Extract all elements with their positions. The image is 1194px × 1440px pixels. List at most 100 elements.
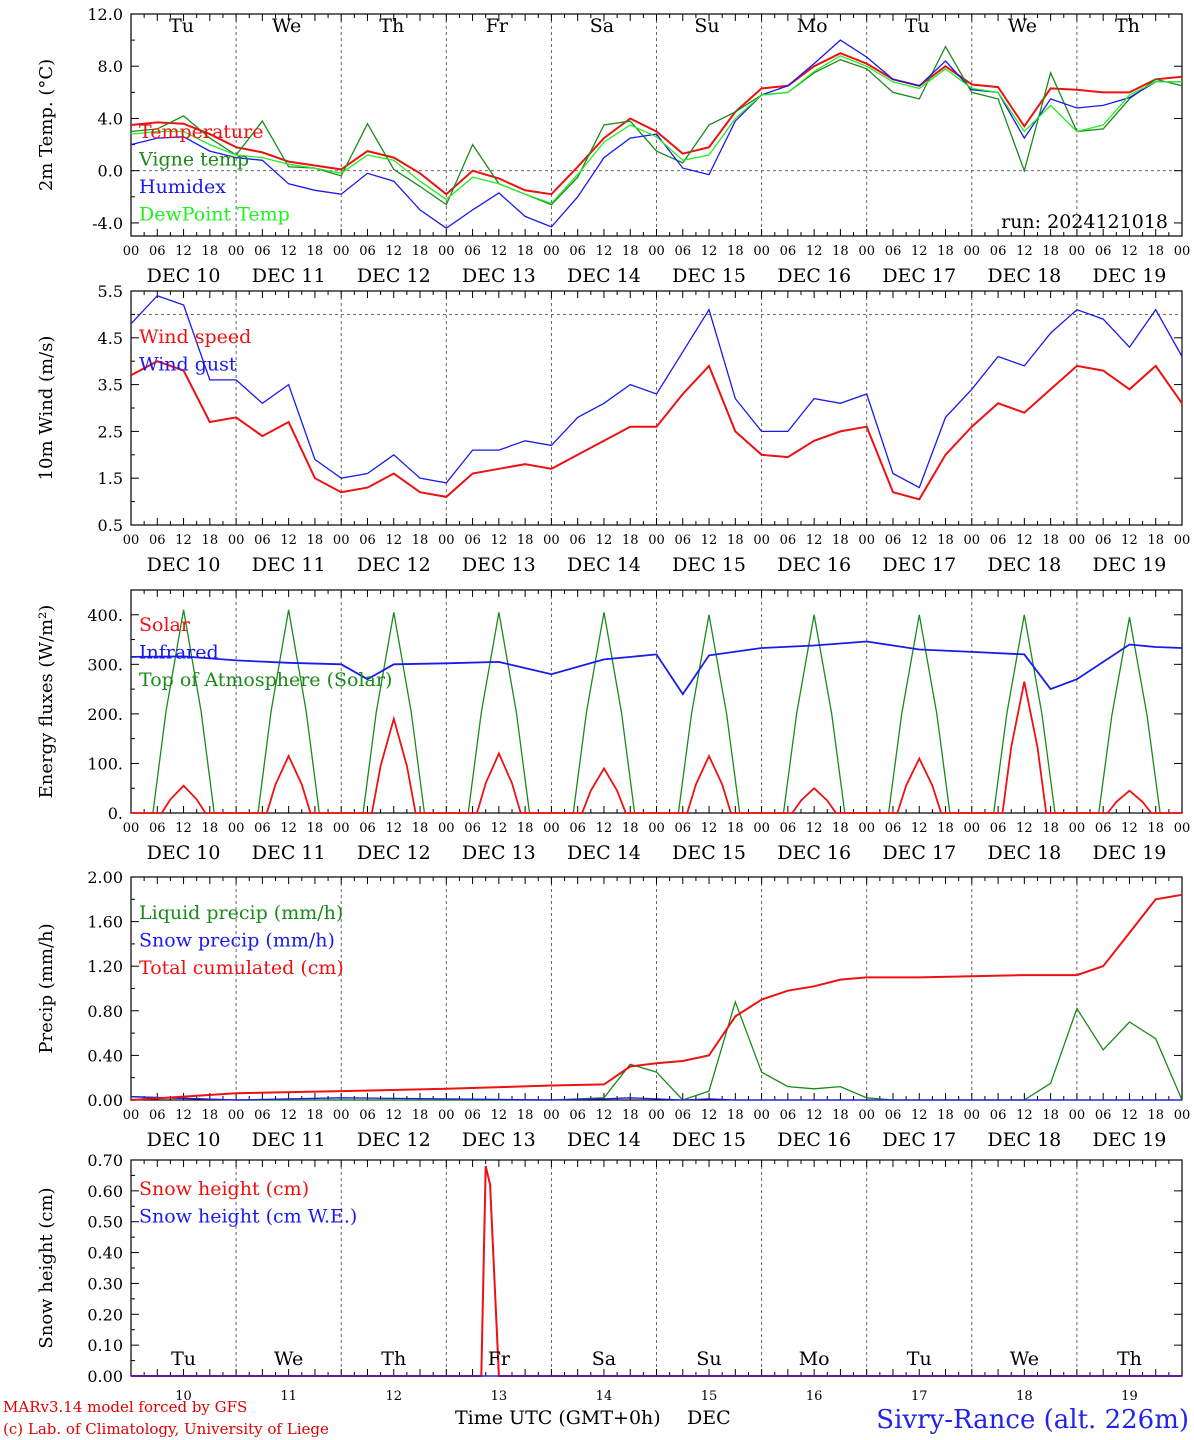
x-hour-tick-label: 18 — [307, 244, 324, 259]
x-hour-tick-label: 18 — [517, 244, 534, 259]
legend-entry: Wind speed — [139, 326, 251, 348]
x-hour-tick-label: 12 — [701, 533, 718, 548]
x-hour-tick-label: 00 — [1069, 244, 1086, 259]
x-hour-tick-label: 00 — [543, 821, 560, 836]
y-tick-label: 0.40 — [87, 1244, 123, 1263]
y-tick-label: 0.60 — [87, 1182, 123, 1201]
y-tick-label: 300. — [87, 655, 123, 674]
y-tick-label: 4.0 — [98, 109, 123, 128]
x-hour-tick-label: 18 — [832, 821, 849, 836]
x-hour-tick-label: 00 — [964, 821, 981, 836]
x-hour-tick-label: 06 — [254, 244, 271, 259]
x-hour-tick-label: 18 — [622, 821, 639, 836]
weekday-label: Tu — [905, 15, 930, 37]
legend-entry: Top of Atmosphere (Solar) — [139, 669, 392, 691]
x-hour-tick-label: 18 — [832, 533, 849, 548]
x-hour-tick-label: 06 — [780, 244, 797, 259]
y-tick-label: 3.5 — [98, 376, 123, 395]
chart-panels: 12.0 8.0 4.0 0.0 -4.0 2m Temp. (°C) Temperatur… — [36, 5, 1190, 1404]
x-day-number-label: 12 — [385, 1389, 402, 1404]
x-hour-tick-label: 00 — [1069, 533, 1086, 548]
series-line-infrared — [130, 640, 1183, 696]
x-hour-tick-label: 18 — [517, 1108, 534, 1123]
x-hour-tick-label: 00 — [1174, 244, 1191, 259]
x-hour-tick-label: 00 — [858, 1108, 875, 1123]
x-date-label: DEC 17 — [882, 1129, 956, 1151]
x-hour-tick-label: 18 — [1147, 533, 1164, 548]
y-axis-label: Energy fluxes (W/m²) — [36, 605, 57, 799]
y-tick-label: 0. — [108, 804, 123, 823]
y-tick-label: 1.60 — [87, 913, 123, 932]
x-date-label: DEC 14 — [567, 842, 641, 864]
x-hour-tick-label: 18 — [937, 244, 954, 259]
x-hour-tick-label: 00 — [753, 533, 770, 548]
station-name: Sivry-Rance (alt. 226m) — [876, 1405, 1189, 1435]
x-hour-tick-label: 00 — [1174, 1108, 1191, 1123]
y-tick-label: 2.5 — [98, 422, 123, 441]
x-hour-tick-label: 00 — [333, 1108, 350, 1123]
x-hour-tick-label: 00 — [964, 244, 981, 259]
legend-entry: Snow height (cm W.E.) — [139, 1206, 357, 1228]
x-date-label: DEC 10 — [147, 842, 221, 864]
x-hour-tick-label: 18 — [412, 533, 429, 548]
x-hour-tick-label: 18 — [202, 821, 219, 836]
y-tick-label: 0.40 — [87, 1046, 123, 1065]
series-line-0 — [130, 360, 1183, 501]
panel-3: 400. 300. 200. 100. 0. Energy fluxes (W/m²) So… — [36, 589, 1190, 864]
x-date-label: DEC 18 — [987, 265, 1061, 287]
x-hour-tick-label: 00 — [648, 244, 665, 259]
x-hour-tick-label: 18 — [727, 533, 744, 548]
x-hour-tick-label: 18 — [517, 821, 534, 836]
x-hour-tick-label: 12 — [175, 244, 192, 259]
x-hour-tick-label: 18 — [1042, 821, 1059, 836]
x-hour-tick-label: 00 — [543, 1108, 560, 1123]
legend-entry: Total cumulated (cm) — [139, 957, 344, 979]
x-hour-tick-label: 18 — [937, 1108, 954, 1123]
x-hour-tick-label: 12 — [806, 533, 823, 548]
x-hour-tick-label: 18 — [727, 244, 744, 259]
weekday-label: We — [1010, 1348, 1039, 1370]
x-hour-tick-label: 00 — [333, 244, 350, 259]
x-hour-tick-label: 06 — [675, 244, 692, 259]
x-hour-tick-label: 06 — [149, 1108, 166, 1123]
series-line-solar — [131, 681, 1182, 814]
x-day-number-label: 10 — [175, 1389, 192, 1404]
x-hour-tick-label: 12 — [491, 1108, 508, 1123]
x-hour-tick-label: 12 — [280, 821, 297, 836]
x-hour-tick-label: 00 — [438, 244, 455, 259]
x-date-label: DEC 13 — [462, 1129, 536, 1151]
x-date-label: DEC 12 — [357, 265, 431, 287]
weekday-label: We — [1008, 15, 1037, 37]
x-hour-tick-label: 12 — [385, 1108, 402, 1123]
model-credit-text: MARv3.14 model forced by GFS — [3, 1398, 247, 1416]
x-day-number-label: 16 — [806, 1389, 823, 1404]
legend-entry: Snow height (cm) — [139, 1178, 309, 1200]
x-hour-tick-label: 06 — [885, 821, 902, 836]
x-hour-tick-label: 18 — [307, 533, 324, 548]
x-date-label: DEC 17 — [882, 265, 956, 287]
x-hour-tick-label: 06 — [990, 1108, 1007, 1123]
x-day-number-label: 11 — [280, 1389, 297, 1404]
x-date-label: DEC 19 — [1093, 1129, 1167, 1151]
x-hour-tick-label: 12 — [491, 821, 508, 836]
x-hour-tick-label: 12 — [1016, 1108, 1033, 1123]
x-hour-tick-label: 12 — [701, 821, 718, 836]
x-hour-tick-label: 18 — [307, 821, 324, 836]
x-hour-tick-label: 00 — [123, 533, 140, 548]
legend-entry: Temperature — [139, 121, 263, 143]
run-label: run: 2024121018 — [1001, 211, 1168, 233]
weekday-label: We — [272, 15, 301, 37]
x-date-label: DEC 11 — [252, 842, 326, 864]
y-tick-label: 400. — [87, 606, 123, 625]
series-line-3 — [130, 55, 1182, 205]
x-hour-tick-label: 00 — [228, 821, 245, 836]
y-axis-label: 10m Wind (m/s) — [36, 336, 57, 481]
x-day-number-label: 18 — [1016, 1389, 1033, 1404]
x-date-label: DEC 13 — [462, 842, 536, 864]
x-hour-tick-label: 06 — [1095, 821, 1112, 836]
x-hour-tick-label: 12 — [1016, 821, 1033, 836]
x-hour-tick-label: 12 — [1016, 533, 1033, 548]
x-date-label: DEC 16 — [777, 842, 851, 864]
x-date-label: DEC 19 — [1093, 265, 1167, 287]
y-tick-label: 1.5 — [98, 469, 123, 488]
